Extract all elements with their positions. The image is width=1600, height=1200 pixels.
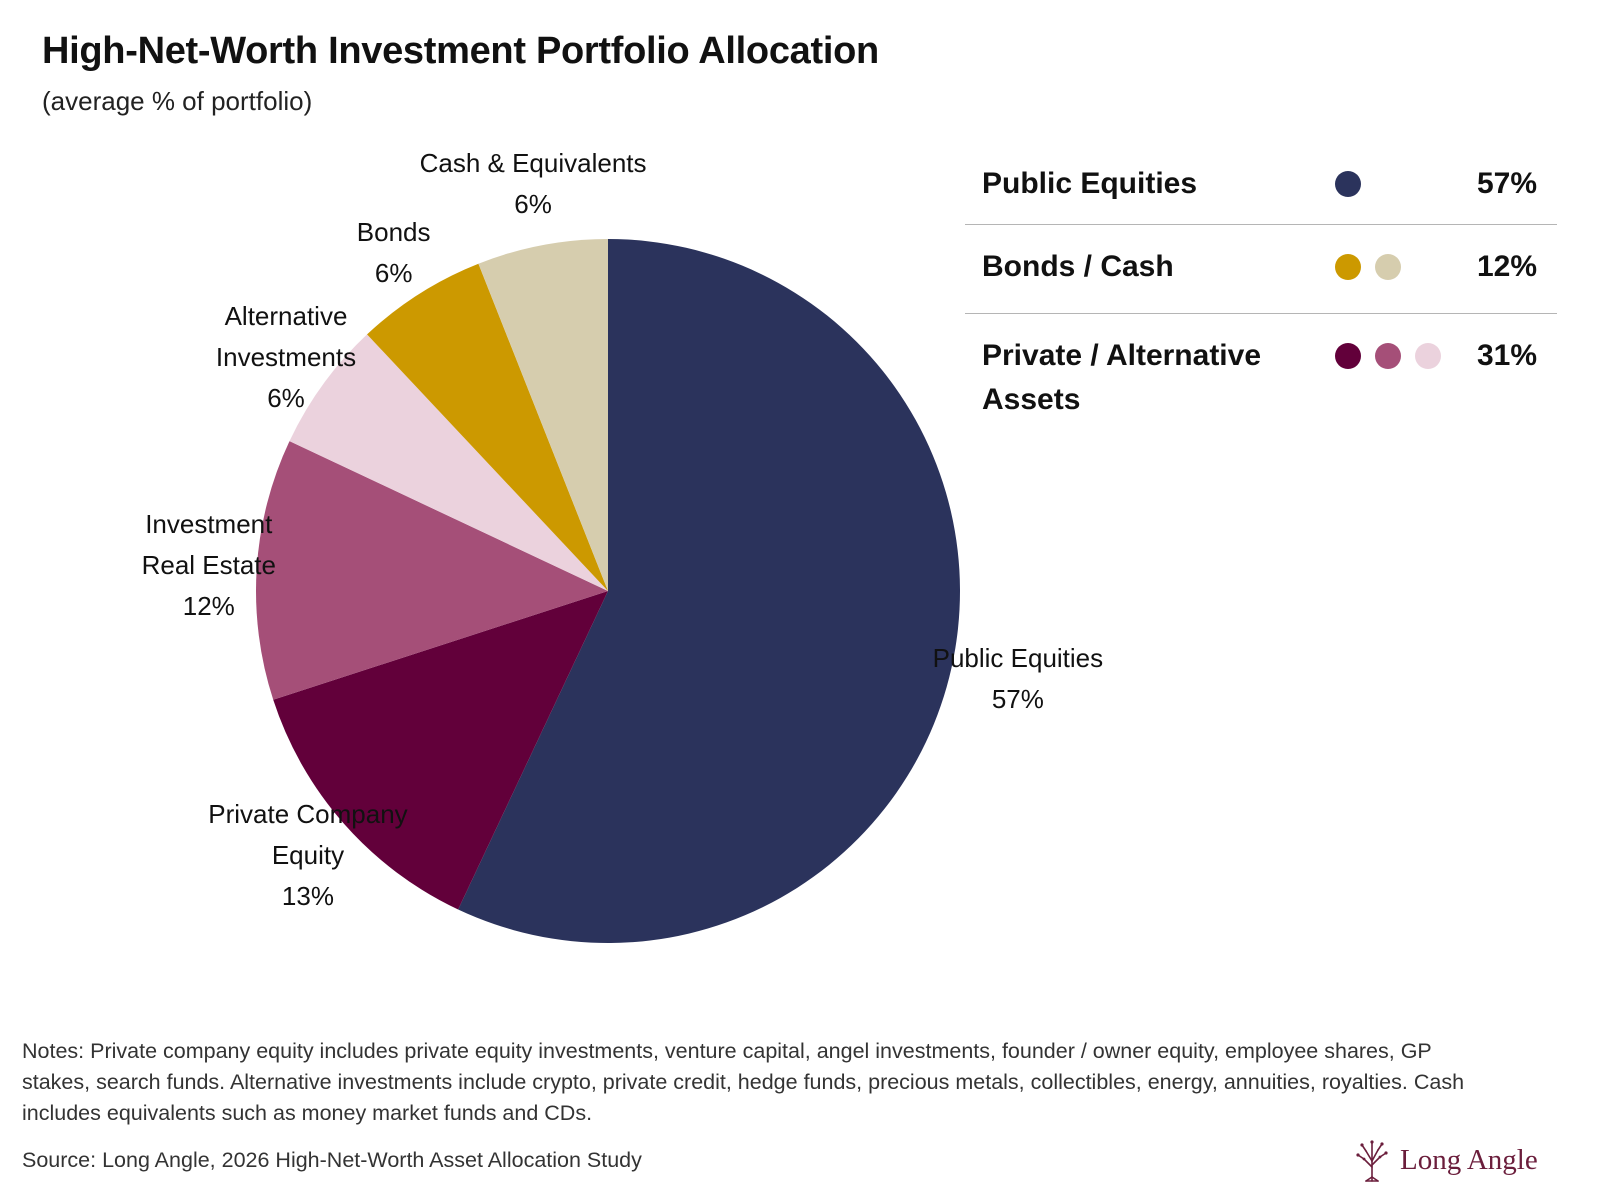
legend-swatch (1335, 343, 1361, 369)
pie-slice (478, 239, 608, 591)
slice-value-label: 12% (182, 591, 235, 622)
slice-label-line: Public Equities (932, 642, 1104, 673)
pie-slice (458, 239, 960, 943)
slice-value-label: 6% (374, 258, 413, 289)
slice-label: Bonds 6% (357, 212, 431, 294)
slice-label: Alternative Investments 6% (216, 296, 356, 419)
summary-row-value: 12% (1476, 250, 1537, 283)
summary-row-swatches (1335, 254, 1401, 280)
slice-label-line: Private Company (208, 799, 408, 830)
slice-label-line: Investments (215, 341, 357, 372)
legend-swatch (1375, 343, 1401, 369)
slice-value-label: 6% (267, 382, 305, 413)
pie-chart (256, 239, 960, 943)
summary-row-value: 31% (1476, 339, 1537, 372)
slice-value-label: 6% (514, 189, 552, 220)
slice-label: Public Equities 57% (933, 638, 1104, 720)
brand-name: Long Angle (1400, 1143, 1538, 1176)
chart-subtitle: (average % of portfolio) (42, 86, 313, 116)
slice-label-line: Bonds (356, 217, 431, 248)
summary-row: Private / Alternative Assets 31% (965, 314, 1557, 434)
slice-label-line: Cash & Equivalents (419, 148, 647, 179)
summary-row-swatches (1335, 171, 1361, 197)
slice-label-line: Equity (271, 840, 345, 871)
slice-label: Investment Real Estate 12% (142, 504, 276, 627)
summary-table: Public Equities 57% Bonds / Cash 12% Private… (965, 150, 1557, 434)
summary-row-label: Private / Alternative Assets (982, 339, 1262, 416)
pie-slice (367, 263, 608, 591)
slice-label: Private Company Equity 13% (208, 794, 407, 917)
legend-swatch (1375, 254, 1401, 280)
slice-label: Cash & Equivalents 6% (420, 143, 647, 225)
pie-slice (273, 591, 608, 910)
pie-slice (289, 334, 608, 591)
summary-row-swatches (1335, 343, 1441, 369)
legend-swatch (1335, 171, 1361, 197)
summary-row: Bonds / Cash 12% (965, 225, 1557, 314)
tree-icon (1356, 1140, 1388, 1182)
summary-row-value: 57% (1476, 167, 1537, 200)
pie-slice (256, 441, 608, 700)
legend-swatch (1335, 254, 1361, 280)
summary-row-label: Public Equities (982, 167, 1198, 200)
slice-value-label: 13% (281, 881, 334, 912)
slice-label-line: Investment (145, 509, 273, 540)
legend-swatch (1415, 343, 1441, 369)
slice-label-line: Real Estate (141, 550, 276, 581)
chart-source: Source: Long Angle, 2026 High-Net-Worth … (22, 1148, 642, 1172)
chart-title: High-Net-Worth Investment Portfolio Allo… (42, 30, 879, 72)
chart-notes: Notes: Private company equity includes p… (22, 1039, 1465, 1125)
brand-logo: Long Angle (1352, 1137, 1538, 1183)
summary-row: Public Equities 57% (965, 150, 1557, 225)
summary-row-label: Bonds / Cash (982, 250, 1174, 283)
slice-label-line: Alternative (224, 300, 348, 331)
slice-value-label: 57% (991, 683, 1044, 714)
